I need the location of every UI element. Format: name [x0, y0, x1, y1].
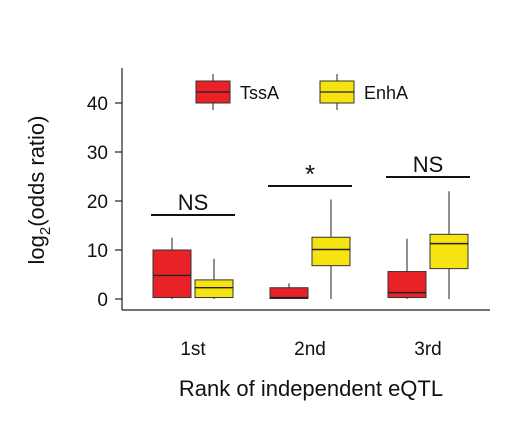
box-enha-3rd	[429, 191, 469, 299]
y-axis-label-subscript: 2	[37, 227, 54, 235]
box-enha-1st	[194, 258, 234, 299]
box-iqr	[194, 279, 234, 299]
legend-item-enha: EnhA	[319, 74, 408, 110]
box-iqr	[152, 249, 192, 299]
y-tick-label: 20	[87, 192, 108, 213]
box-iqr	[387, 271, 427, 299]
legend-label: TssA	[240, 83, 279, 103]
box-iqr	[269, 287, 309, 300]
x-axis-label: Rank of independent eQTL	[179, 376, 443, 401]
box-iqr	[429, 233, 469, 270]
y-axis-label-suffix: (odds ratio)	[24, 116, 49, 227]
y-axis-label-prefix: log	[24, 235, 49, 264]
x-tick-label: 2nd	[294, 339, 326, 360]
y-tick-label: 0	[97, 290, 108, 311]
legend-item-tssa: TssA	[195, 74, 279, 110]
significance-label: NS	[413, 152, 444, 177]
x-tick-label: 1st	[180, 339, 206, 360]
box-tssa-2nd	[269, 283, 309, 300]
box-iqr	[311, 236, 351, 267]
significance-label: *	[305, 159, 315, 189]
x-tick-label: 3rd	[414, 339, 441, 360]
y-axis-label: log2(odds ratio)	[24, 116, 54, 265]
significance-label: NS	[178, 190, 209, 215]
y-tick-label: 40	[87, 94, 108, 115]
box-tssa-3rd	[387, 238, 427, 299]
legend-label: EnhA	[364, 83, 408, 103]
y-tick-label: 10	[87, 241, 108, 262]
box-enha-2nd	[311, 199, 351, 299]
y-tick-label: 30	[87, 143, 108, 164]
box-tssa-1st	[152, 237, 192, 299]
